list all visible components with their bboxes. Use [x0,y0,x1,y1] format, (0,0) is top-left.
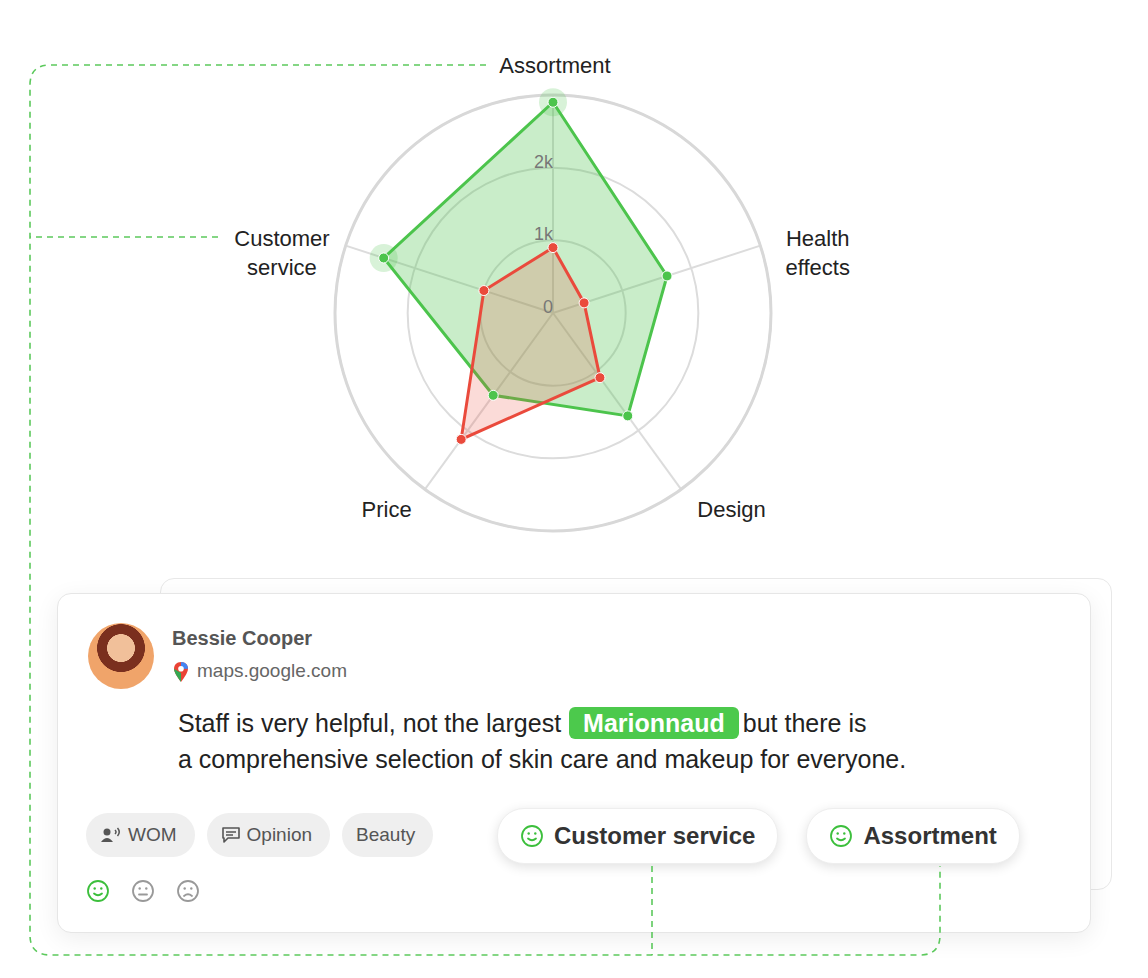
html-text:Beauty: Beauty [356,824,416,845]
html-text:a comprehensive selection of s: a comprehensive selection of skin care a… [178,745,907,773]
svg-text:Healtheffects: Healtheffects [786,226,850,280]
html-text:but there is: but there is [742,709,867,737]
html-text:Bessie Cooper: Bessie Cooper [172,627,313,649]
html-text:Customer service: Customer service [554,822,756,849]
html-text:maps.google.com: maps.google.com [197,660,347,681]
svg-text:Assortment: Assortment [499,53,610,78]
svg-text:Price: Price [362,497,412,522]
svg-text:Design: Design [697,497,765,522]
svg-text:1k: 1k [534,224,554,244]
svg-text:0: 0 [543,297,553,317]
html-text:Staff is very helpful, not the: Staff is very helpful, not the largest [178,709,562,737]
svg-text:Customerservice: Customerservice [234,226,329,280]
html-text:WOM: WOM [128,824,177,845]
html-text:Opinion: Opinion [246,824,312,845]
html-text:Assortment: Assortment [863,822,997,849]
html-text:Marionnaud: Marionnaud [583,709,725,737]
svg-text:2k: 2k [534,152,554,172]
